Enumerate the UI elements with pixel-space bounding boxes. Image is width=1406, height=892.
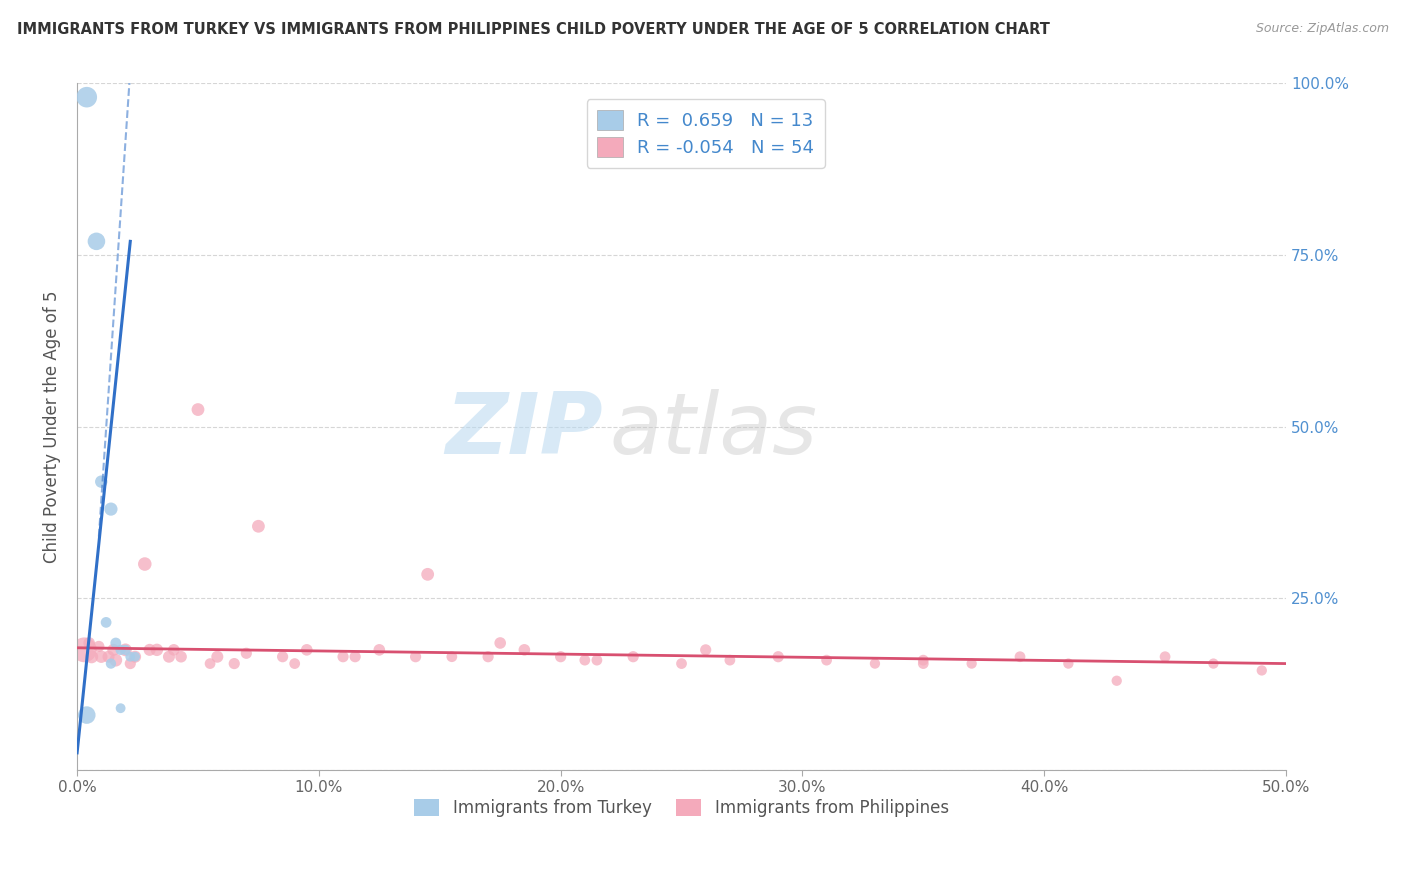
Point <box>1008 649 1031 664</box>
Point <box>513 643 536 657</box>
Point <box>100 657 122 671</box>
Point <box>284 657 307 671</box>
Point <box>187 402 209 417</box>
Point <box>574 653 596 667</box>
Point <box>100 502 122 516</box>
Point <box>80 649 103 664</box>
Point <box>103 643 125 657</box>
Point <box>157 649 180 664</box>
Point <box>1202 657 1225 671</box>
Point <box>368 643 391 657</box>
Point <box>440 649 463 664</box>
Point <box>87 640 110 654</box>
Point <box>295 643 318 657</box>
Point <box>138 643 160 657</box>
Point <box>114 643 136 657</box>
Point <box>104 653 127 667</box>
Point <box>86 235 108 249</box>
Y-axis label: Child Poverty Under the Age of 5: Child Poverty Under the Age of 5 <box>44 291 60 563</box>
Point <box>671 657 693 671</box>
Point <box>134 557 156 571</box>
Legend: Immigrants from Turkey, Immigrants from Philippines: Immigrants from Turkey, Immigrants from … <box>408 792 956 823</box>
Text: IMMIGRANTS FROM TURKEY VS IMMIGRANTS FROM PHILIPPINES CHILD POVERTY UNDER THE AG: IMMIGRANTS FROM TURKEY VS IMMIGRANTS FRO… <box>17 22 1050 37</box>
Point <box>912 653 935 667</box>
Point <box>90 649 112 664</box>
Point <box>621 649 644 664</box>
Point <box>94 615 117 630</box>
Text: ZIP: ZIP <box>446 389 603 472</box>
Point <box>1057 657 1080 671</box>
Point <box>124 649 146 664</box>
Point <box>550 649 572 664</box>
Point <box>77 636 100 650</box>
Point <box>247 519 270 533</box>
Point <box>1154 649 1177 664</box>
Point <box>170 649 193 664</box>
Point <box>207 649 229 664</box>
Point <box>344 649 367 664</box>
Point <box>124 649 146 664</box>
Point <box>960 657 983 671</box>
Point <box>489 636 512 650</box>
Point <box>332 649 354 664</box>
Point <box>405 649 427 664</box>
Point <box>76 708 98 723</box>
Point <box>416 567 439 582</box>
Point <box>76 90 98 104</box>
Point <box>146 643 169 657</box>
Point <box>90 475 112 489</box>
Point <box>114 643 136 657</box>
Point <box>863 657 886 671</box>
Text: atlas: atlas <box>609 389 817 472</box>
Point <box>768 649 790 664</box>
Point <box>198 657 221 671</box>
Point <box>815 653 838 667</box>
Point <box>271 649 294 664</box>
Point <box>110 701 132 715</box>
Text: Source: ZipAtlas.com: Source: ZipAtlas.com <box>1256 22 1389 36</box>
Point <box>224 657 246 671</box>
Point <box>163 643 186 657</box>
Point <box>73 643 96 657</box>
Point <box>120 657 142 671</box>
Point <box>104 636 127 650</box>
Point <box>1105 673 1128 688</box>
Point <box>110 643 132 657</box>
Point <box>586 653 609 667</box>
Point <box>695 643 717 657</box>
Point <box>120 649 142 664</box>
Point <box>235 646 257 660</box>
Point <box>912 657 935 671</box>
Point <box>1250 664 1272 678</box>
Point <box>718 653 741 667</box>
Point <box>97 649 120 664</box>
Point <box>477 649 499 664</box>
